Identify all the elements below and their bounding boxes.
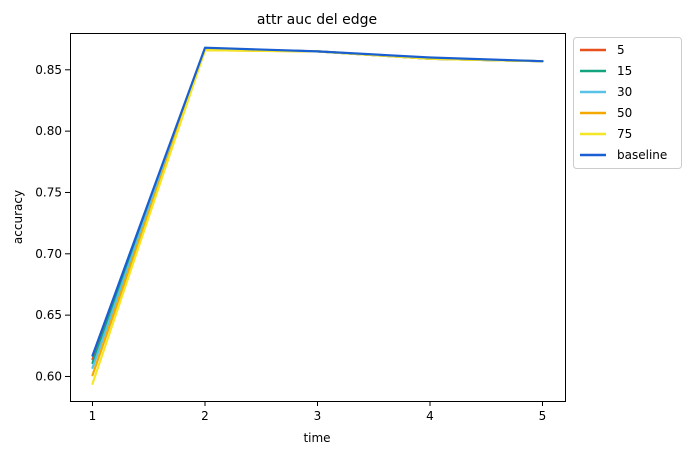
series-line-30 <box>91 47 544 369</box>
legend-label: 50 <box>617 106 632 120</box>
series-line-15 <box>91 47 544 365</box>
x-axis-ticks: 1 2 3 4 5 <box>89 401 547 423</box>
y-tick-label: 0.65 <box>35 308 62 322</box>
chart-title: attr auc del edge <box>257 12 377 28</box>
legend-label: 15 <box>617 64 632 78</box>
y-tick-label: 0.70 <box>35 247 62 261</box>
legend-label: baseline <box>617 148 667 162</box>
plot-area <box>91 46 544 385</box>
y-axis-label: accuracy <box>11 190 25 244</box>
legend: 5 15 30 50 75 baseline <box>573 37 682 169</box>
legend-label: 5 <box>617 43 625 57</box>
x-tick-label: 2 <box>201 409 209 423</box>
series-line-50 <box>91 49 544 377</box>
x-tick-label: 5 <box>539 409 547 423</box>
y-tick-label: 0.75 <box>35 185 62 199</box>
x-tick-label: 1 <box>89 409 97 423</box>
series-line-75 <box>91 49 544 385</box>
y-tick-label: 0.60 <box>35 369 62 383</box>
x-axis-label: time <box>303 431 330 445</box>
series-line-5 <box>91 47 544 361</box>
y-tick-label: 0.85 <box>35 63 62 77</box>
x-tick-label: 4 <box>426 409 434 423</box>
y-axis-ticks: 0.60 0.65 0.70 0.75 0.80 0.85 <box>35 63 70 383</box>
y-tick-label: 0.80 <box>35 124 62 138</box>
series-line-baseline <box>91 46 544 357</box>
legend-label: 75 <box>617 127 632 141</box>
legend-label: 30 <box>617 85 632 99</box>
x-tick-label: 3 <box>314 409 322 423</box>
